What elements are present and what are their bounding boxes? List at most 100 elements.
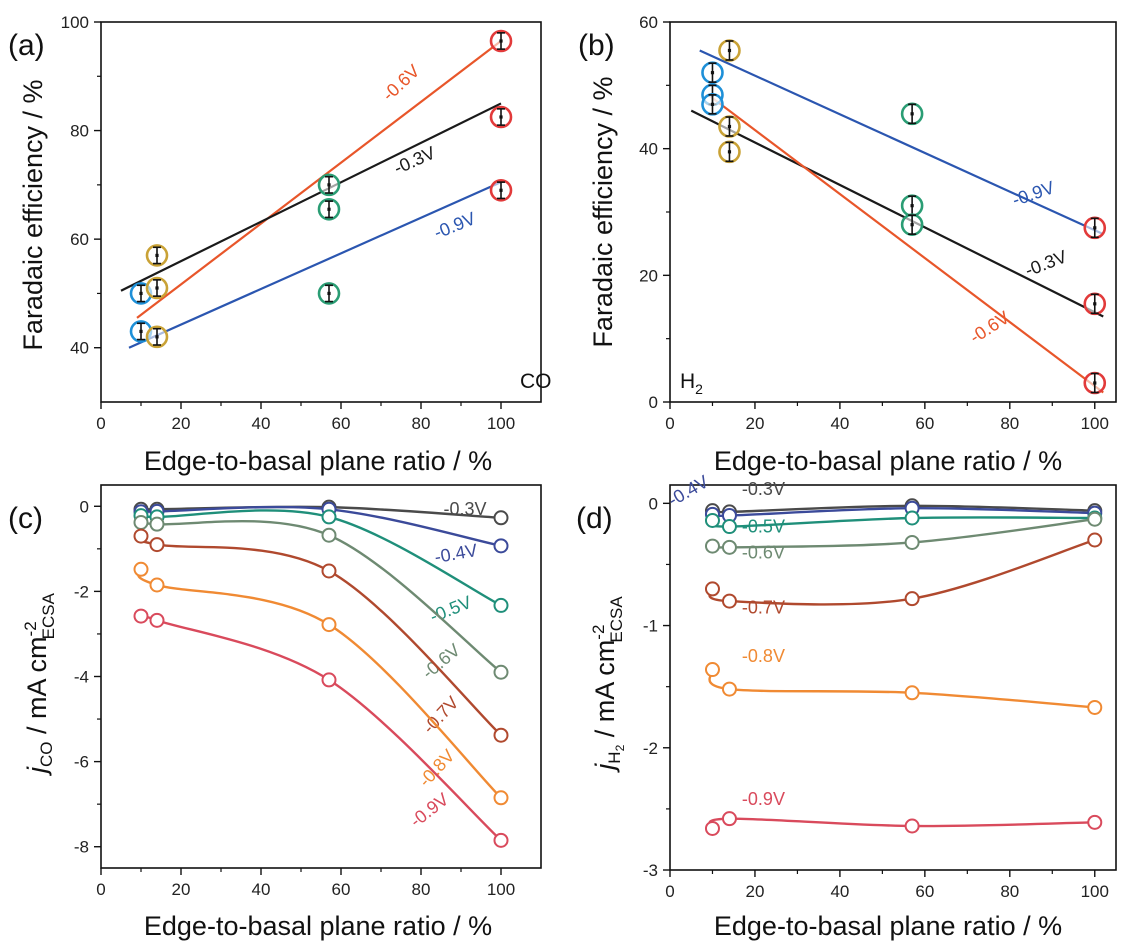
data-point: [321, 672, 337, 688]
y-tick-label: -2: [643, 739, 658, 758]
x-tick-label: 0: [665, 882, 674, 901]
data-marker: [727, 124, 732, 129]
panel-d-x-axis-title: Edge-to-basal plane ratio / %: [714, 911, 1062, 941]
fit-line: [690, 109, 1104, 318]
data-point: [904, 534, 920, 550]
y-tick-label: 0: [80, 497, 89, 516]
series-label: -0.3V: [443, 499, 486, 519]
x-tick-label: 40: [830, 414, 849, 433]
data-marker: [499, 188, 503, 192]
series-label: -0.3V: [742, 479, 785, 499]
data-point: [704, 581, 720, 597]
panel-a-x-axis-title: Edge-to-basal plane ratio / %: [144, 446, 492, 476]
series-label: -0.9V: [742, 789, 785, 809]
series-label: -0.6V: [418, 640, 464, 683]
panel-a-letter: (a): [8, 29, 45, 62]
data-marker: [327, 207, 331, 211]
data-point: [1087, 511, 1103, 527]
data-point: [904, 510, 920, 526]
data-marker: [910, 223, 914, 227]
fit-line: [707, 93, 1104, 394]
data-marker: [727, 48, 732, 53]
panel-c-x-axis-title: Edge-to-basal plane ratio / %: [144, 911, 492, 941]
y-tick-label: 40: [639, 140, 658, 159]
x-tick-label: 40: [252, 414, 271, 433]
series-label: -0.7V: [742, 597, 785, 617]
data-point: [149, 537, 165, 553]
series-label: -0.6V: [742, 542, 785, 562]
series-label: -0.4V: [665, 471, 712, 510]
data-marker: [1093, 226, 1097, 230]
x-tick-label: 20: [745, 882, 764, 901]
y-tick-label: 60: [70, 230, 89, 249]
data-marker: [327, 183, 331, 187]
data-point: [493, 538, 509, 554]
plot-4: 0 20 40 60 80 100 0 -1 -2 -3 -0.3V -0.4V -0.5V -0.6V -…: [643, 471, 1117, 901]
x-tick-label: 0: [96, 880, 105, 899]
panel-d-y-j: j: [590, 763, 620, 774]
panel-b: (b) H2 Edge-to-basal plane ratio / % Far…: [578, 29, 1062, 476]
y-tick-label: -6: [74, 753, 89, 772]
fit-label: -0.9V: [431, 208, 478, 243]
data-marker: [910, 204, 914, 208]
data-marker: [327, 291, 331, 296]
data-point: [721, 811, 737, 827]
y-tick-label: 60: [639, 13, 658, 32]
data-marker: [710, 102, 715, 106]
fit-line: [699, 49, 1104, 236]
data-point: [493, 727, 509, 743]
data-point: [133, 608, 149, 624]
panel-b-x-axis-title: Edge-to-basal plane ratio / %: [714, 446, 1062, 476]
panel-b-species-sub: 2: [695, 381, 703, 397]
fit-line: [136, 40, 502, 319]
x-tick-label: 80: [1000, 414, 1019, 433]
data-point: [704, 538, 720, 554]
panel-d-letter: (d): [576, 502, 613, 535]
series-label: -0.8V: [742, 646, 785, 666]
data-point: [1087, 814, 1103, 830]
series-curve: [137, 568, 502, 799]
data-point: [493, 664, 509, 680]
data-point: [133, 528, 149, 544]
series-label: -0.8V: [415, 746, 459, 791]
series-label: -0.9V: [406, 789, 452, 831]
data-point: [493, 510, 509, 526]
x-tick-label: 100: [1081, 882, 1109, 901]
panel-b-letter: (b): [578, 29, 615, 62]
panel-a-y-axis-title: Faradaic efficiency / %: [18, 79, 48, 350]
series-label: -0.5V: [742, 517, 785, 537]
fit-label: -0.3V: [391, 142, 438, 178]
x-tick-label: 100: [487, 880, 515, 899]
data-point: [321, 563, 337, 579]
data-marker: [155, 253, 159, 258]
plot-2: 0 20 40 60 80 100 0 20 40 60 -0.9V -0.3V -0.6V: [639, 13, 1117, 433]
panel-a: (a) CO Edge-to-basal plane ratio / % Far…: [8, 29, 552, 476]
data-point: [493, 832, 509, 848]
panel-b-species-tag: H2: [680, 370, 703, 397]
x-tick-label: 100: [1081, 414, 1109, 433]
x-tick-label: 60: [332, 880, 351, 899]
fit-label: -0.6V: [966, 307, 1013, 347]
series-curve: [708, 817, 1095, 830]
data-marker: [710, 71, 715, 75]
data-point: [133, 514, 149, 530]
data-point: [321, 509, 337, 525]
data-point: [904, 591, 920, 607]
data-point: [704, 820, 720, 836]
panel-a-species-tag: CO: [520, 370, 552, 393]
data-marker: [1093, 381, 1097, 385]
x-tick-label: 20: [745, 414, 764, 433]
fit-line: [120, 102, 502, 292]
x-tick-label: 60: [332, 414, 351, 433]
series-label: -0.5V: [427, 592, 474, 627]
data-point: [721, 539, 737, 555]
y-tick-label: -1: [643, 617, 658, 636]
data-point: [904, 818, 920, 834]
data-point: [1087, 532, 1103, 548]
panel-d-y-sub: H: [605, 751, 624, 763]
data-marker: [155, 335, 159, 339]
plot-frame: [669, 484, 1117, 871]
panel-c-y-sup: -2: [21, 621, 40, 636]
panel-d-y-rest: / mA cm: [590, 640, 620, 745]
